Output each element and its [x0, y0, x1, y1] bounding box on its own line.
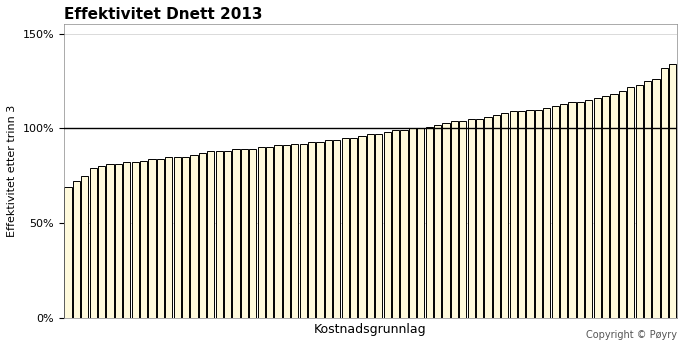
Bar: [468, 119, 475, 318]
Bar: [451, 121, 458, 318]
Bar: [308, 142, 315, 318]
Bar: [73, 181, 80, 318]
Bar: [527, 109, 534, 318]
Bar: [81, 176, 88, 318]
Bar: [174, 157, 181, 318]
Bar: [224, 151, 231, 318]
Bar: [510, 111, 517, 318]
Bar: [459, 121, 466, 318]
Bar: [434, 125, 441, 318]
Bar: [317, 142, 324, 318]
Bar: [552, 106, 559, 318]
Bar: [249, 149, 256, 318]
Bar: [586, 100, 592, 318]
Bar: [501, 113, 508, 318]
Bar: [611, 94, 618, 318]
Y-axis label: Effektivitet etter trinn 3: Effektivitet etter trinn 3: [7, 105, 17, 237]
Bar: [266, 147, 273, 318]
X-axis label: Kostnadsgrunnlag: Kostnadsgrunnlag: [314, 323, 427, 336]
Bar: [283, 145, 290, 318]
Bar: [635, 85, 643, 318]
Bar: [627, 87, 635, 318]
Bar: [376, 134, 382, 318]
Bar: [417, 129, 425, 318]
Bar: [577, 102, 584, 318]
Bar: [560, 104, 567, 318]
Bar: [535, 109, 542, 318]
Bar: [241, 149, 248, 318]
Bar: [274, 145, 282, 318]
Bar: [358, 136, 366, 318]
Bar: [148, 159, 156, 318]
Bar: [190, 155, 198, 318]
Text: Effektivitet Dnett 2013: Effektivitet Dnett 2013: [64, 7, 263, 22]
Bar: [199, 153, 206, 318]
Bar: [400, 130, 408, 318]
Bar: [409, 129, 416, 318]
Bar: [594, 98, 601, 318]
Bar: [543, 108, 551, 318]
Bar: [518, 111, 525, 318]
Bar: [300, 144, 307, 318]
Bar: [350, 138, 357, 318]
Bar: [568, 102, 576, 318]
Bar: [653, 79, 659, 318]
Bar: [443, 123, 449, 318]
Bar: [669, 64, 676, 318]
Bar: [132, 163, 139, 318]
Bar: [215, 151, 223, 318]
Bar: [207, 151, 214, 318]
Bar: [367, 134, 374, 318]
Bar: [258, 147, 265, 318]
Bar: [107, 164, 114, 318]
Bar: [325, 140, 332, 318]
Bar: [166, 157, 172, 318]
Bar: [619, 91, 626, 318]
Bar: [64, 187, 72, 318]
Bar: [493, 115, 500, 318]
Bar: [90, 168, 97, 318]
Bar: [291, 144, 298, 318]
Bar: [602, 96, 609, 318]
Bar: [661, 68, 668, 318]
Text: Copyright © Pøyry: Copyright © Pøyry: [586, 330, 677, 340]
Bar: [484, 117, 492, 318]
Bar: [476, 119, 483, 318]
Bar: [115, 164, 122, 318]
Bar: [182, 157, 189, 318]
Bar: [157, 159, 164, 318]
Bar: [342, 138, 349, 318]
Bar: [140, 161, 147, 318]
Bar: [233, 149, 239, 318]
Bar: [98, 166, 105, 318]
Bar: [333, 140, 341, 318]
Bar: [644, 81, 651, 318]
Bar: [425, 127, 433, 318]
Bar: [384, 132, 391, 318]
Bar: [123, 163, 131, 318]
Bar: [392, 130, 399, 318]
